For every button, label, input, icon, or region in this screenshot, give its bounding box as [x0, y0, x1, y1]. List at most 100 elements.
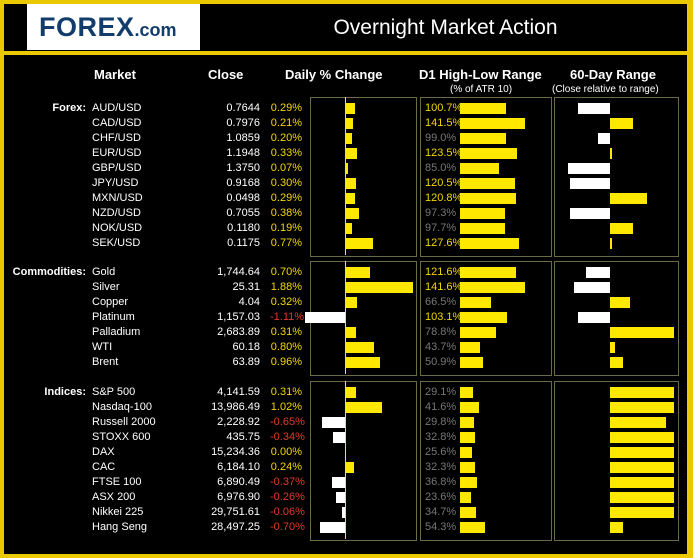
range-panel	[420, 97, 552, 257]
range60-bar	[585, 267, 610, 278]
close-value: 1.3750	[226, 162, 260, 174]
section-label: Forex:	[52, 102, 86, 114]
range-bar	[460, 432, 476, 443]
market-name: MXN/USD	[92, 192, 143, 204]
brand-logo: FOREX.com	[27, 4, 200, 50]
daily-zero-line	[345, 261, 346, 374]
daily-change-value: 0.30%	[270, 177, 302, 189]
market-name: Russell 2000	[92, 416, 156, 428]
market-name: NOK/USD	[92, 222, 143, 234]
daily-change-bar	[345, 238, 373, 249]
daily-change-bar	[345, 402, 382, 413]
daily-change-bar	[345, 297, 357, 308]
range60-bar	[578, 103, 610, 114]
close-value: 60.18	[232, 341, 260, 353]
col-header-range60: 60-Day Range	[570, 67, 656, 82]
range-bar	[460, 193, 516, 204]
daily-change-bar	[319, 522, 345, 533]
range60-bar	[574, 282, 610, 293]
market-name: Gold	[92, 266, 116, 278]
range-bar	[460, 238, 519, 249]
daily-zero-line	[345, 381, 346, 539]
page-title: Overnight Market Action	[333, 16, 558, 39]
daily-change-value: 0.33%	[270, 147, 302, 159]
close-value: 2,683.89	[217, 326, 260, 338]
range60-panel	[554, 97, 679, 257]
range-bar	[460, 507, 476, 518]
range-value: 120.5%	[425, 177, 463, 189]
range60-bar	[610, 148, 612, 159]
col-subheader-range60: (Close relative to range)	[552, 84, 659, 95]
daily-change-value: 0.77%	[270, 237, 302, 249]
range-value: 78.8%	[425, 326, 457, 338]
logo-text: FOREX.com	[39, 12, 177, 43]
daily-change-value: 0.24%	[270, 461, 302, 473]
range60-bar	[610, 223, 634, 234]
daily-change-bar	[305, 312, 345, 323]
daily-change-bar	[345, 163, 348, 174]
logo-wordmark: FOREX	[39, 12, 135, 42]
range-value: 36.8%	[425, 476, 457, 488]
range60-bar	[610, 462, 674, 473]
range-bar	[460, 223, 505, 234]
close-value: 6,184.10	[217, 461, 260, 473]
range-value: 66.5%	[425, 296, 457, 308]
market-name: AUD/USD	[92, 102, 142, 114]
range-panel	[420, 381, 552, 541]
range-value: 25.6%	[425, 446, 457, 458]
range-value: 41.6%	[425, 401, 457, 413]
range60-bar	[570, 178, 610, 189]
daily-change-bar	[345, 267, 371, 278]
range-bar	[460, 417, 474, 428]
daily-change-value: 0.07%	[270, 162, 302, 174]
range-value: 23.6%	[425, 491, 457, 503]
daily-change-value: 0.32%	[270, 296, 302, 308]
range60-bar	[610, 402, 674, 413]
market-name: NZD/USD	[92, 207, 141, 219]
daily-change-bar	[345, 193, 356, 204]
daily-change-value: 0.38%	[270, 207, 302, 219]
range-bar	[460, 208, 505, 219]
range-bar	[460, 297, 491, 308]
daily-change-value: -0.70%	[270, 521, 305, 533]
col-header-market: Market	[94, 67, 136, 82]
range-bar	[460, 163, 500, 174]
range-bar	[460, 462, 475, 473]
range-value: 50.9%	[425, 356, 457, 368]
daily-change-value: -1.11%	[270, 311, 305, 323]
range60-bar	[610, 342, 616, 353]
daily-change-value: 0.31%	[270, 326, 302, 338]
market-name: Platinum	[92, 311, 135, 323]
range-value: 34.7%	[425, 506, 457, 518]
daily-change-value: -0.06%	[270, 506, 305, 518]
close-value: 29,751.61	[211, 506, 260, 518]
daily-change-value: 0.29%	[270, 192, 302, 204]
daily-change-bar	[345, 148, 357, 159]
daily-change-value: 0.29%	[270, 102, 302, 114]
market-name: SEK/USD	[92, 237, 141, 249]
market-name: GBP/USD	[92, 162, 142, 174]
market-name: Brent	[92, 356, 119, 368]
daily-zero-line	[345, 97, 346, 255]
daily-change-bar	[345, 357, 380, 368]
market-name: CHF/USD	[92, 132, 141, 144]
range-panel	[420, 261, 552, 376]
col-header-daily-change: Daily % Change	[285, 67, 383, 82]
range-value: 97.3%	[425, 207, 457, 219]
daily-change-value: 0.21%	[270, 117, 302, 129]
range-bar	[460, 387, 474, 398]
close-value: 1,744.64	[217, 266, 260, 278]
daily-change-value: 0.20%	[270, 132, 302, 144]
range-bar	[460, 267, 516, 278]
range60-panel	[554, 261, 679, 376]
range60-bar	[610, 118, 634, 129]
range60-bar	[610, 477, 674, 488]
market-name: FTSE 100	[92, 476, 142, 488]
close-value: 6,976.90	[217, 491, 260, 503]
range-bar	[460, 447, 472, 458]
close-value: 0.7055	[226, 207, 260, 219]
close-value: 2,228.92	[217, 416, 260, 428]
range60-bar	[598, 133, 610, 144]
range60-bar	[610, 432, 674, 443]
market-name: CAC	[92, 461, 116, 473]
